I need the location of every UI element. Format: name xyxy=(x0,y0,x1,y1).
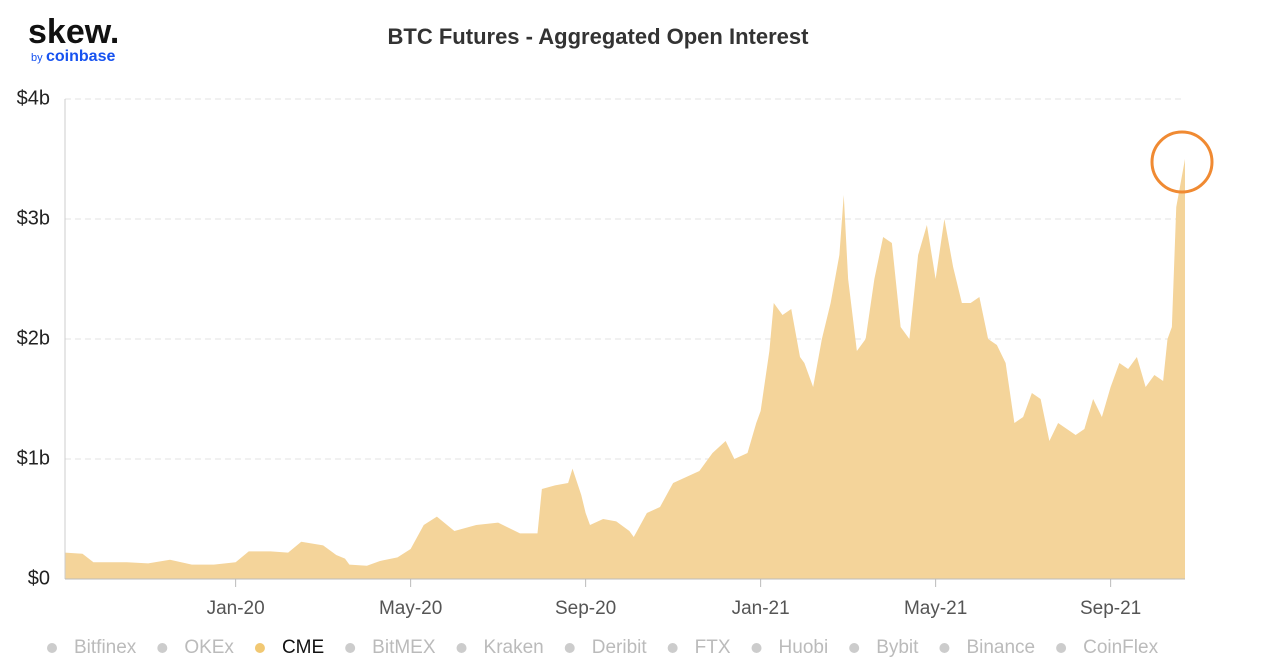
legend-label: Kraken xyxy=(484,637,544,658)
x-tick-label: Jan-21 xyxy=(732,598,790,619)
y-tick-label: $3b xyxy=(17,207,50,229)
legend-label: Deribit xyxy=(592,637,648,658)
legend-marker xyxy=(939,643,950,653)
legend-marker xyxy=(564,643,575,653)
legend-label: OKEx xyxy=(184,637,234,658)
legend-label: CME xyxy=(282,637,324,658)
x-tick-label: Jan-20 xyxy=(207,598,265,619)
legend-label: Huobi xyxy=(779,637,829,658)
legend-label: CoinFlex xyxy=(1083,637,1158,658)
legend-marker xyxy=(47,643,57,653)
legend-label: Binance xyxy=(966,637,1035,658)
area xyxy=(65,159,1185,579)
legend-marker xyxy=(254,643,265,653)
y-tick-label: $4b xyxy=(17,87,50,109)
x-tick-label: May-21 xyxy=(904,598,967,619)
logo-by: by xyxy=(31,52,43,64)
legend-marker xyxy=(456,643,467,653)
legend-marker xyxy=(345,643,356,653)
legend-label: Bybit xyxy=(876,637,919,658)
legend-marker xyxy=(849,643,860,653)
chart-title: BTC Futures - Aggregated Open Interest xyxy=(388,24,810,49)
legend-label: BitMEX xyxy=(372,637,436,658)
logo-name: skew. xyxy=(28,13,119,51)
y-tick-label: $2b xyxy=(17,327,50,349)
highlight-circle xyxy=(1150,130,1214,194)
logo-brand: coinbase xyxy=(46,48,115,65)
legend-marker xyxy=(157,643,168,653)
x-tick-label: Sep-21 xyxy=(1080,598,1141,619)
y-tick-label: $1b xyxy=(17,447,50,469)
y-tick-label: $0 xyxy=(28,567,50,589)
legend-marker xyxy=(751,643,762,653)
x-tick-label: Sep-20 xyxy=(555,598,616,619)
legend-marker xyxy=(667,643,678,653)
legend-marker xyxy=(1056,643,1067,653)
legend-label: FTX xyxy=(695,637,731,658)
x-tick-label: May-20 xyxy=(379,598,442,619)
legend-label: Bitfinex xyxy=(74,637,137,658)
